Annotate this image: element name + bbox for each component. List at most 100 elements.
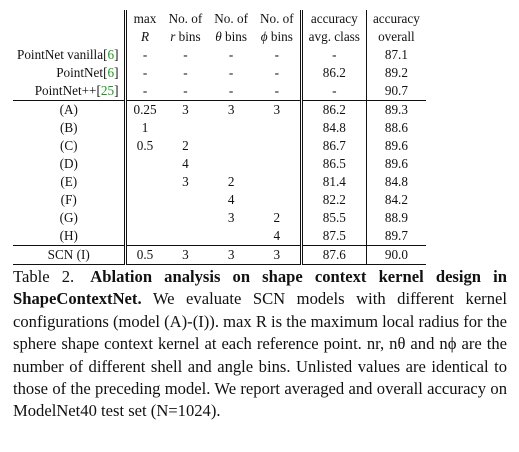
model-name-text: (H) [59,228,78,243]
cell-phi: - [253,46,303,64]
cell-r: 3 [162,245,209,265]
header-acc-overall-line1: accuracy [372,11,420,26]
cell-avg: - [301,82,367,101]
header-phi-symbol: ϕ [260,29,268,44]
cell-R: 0.5 [136,138,154,153]
model-name-text: (E) [60,174,78,189]
row-model-name: (F) [13,191,128,209]
cell-avg: 82.2 [301,191,367,209]
cell-phi [253,137,303,155]
table-caption: Table 2. Ablation analysis on shape cont… [13,266,507,423]
model-name-text: (D) [59,156,78,171]
table-row: (F) 4 82.2 84.2 [13,191,426,209]
header-row-2: R r bins θ bins ϕ bins avg. class overal… [13,28,426,46]
cell-R: - [142,83,148,98]
cell-theta: 4 [227,192,235,207]
cell-r: - [183,47,188,62]
cite-close-bracket: ] [114,65,119,80]
model-name-text: SCN (I) [47,247,90,262]
header-max-r-line1: max [133,11,157,26]
cell-avg: 84.8 [301,119,367,137]
row-model-name: PointNet[6] [13,64,128,82]
cell-theta [208,119,254,137]
cell-avg: 86.2 [301,64,367,82]
row-model-name: SCN (I) [13,245,128,265]
cell-r [163,227,209,246]
header-acc-overall-line2: overall [378,29,415,44]
cell-theta [208,227,254,246]
cell-avg: 85.5 [301,209,367,227]
header-phi-bins-line1: No. of [253,10,303,28]
cell-phi: - [253,64,303,82]
header-row-1: max No. of No. of No. of accuracy accura… [13,10,426,28]
row-model-name: (D) [13,155,128,173]
table-row: (G) 3 2 85.5 88.9 [13,209,426,227]
table-row: (D) 4 86.5 89.6 [13,155,426,173]
header-theta-bins-line1: No. of [214,11,248,26]
cell-r: - [183,83,188,98]
cell-phi: 2 [253,209,303,227]
ablation-table: max No. of No. of No. of accuracy accura… [13,10,426,265]
cell-r: 3 [182,174,189,189]
header-r-symbol: r [170,29,176,44]
cite-close-bracket: ] [114,47,119,62]
cell-phi: - [253,82,303,101]
cell-overall: 84.8 [384,174,408,189]
header-max-r-symbol: R [140,29,150,44]
table-row: (C) 0.5 2 86.7 89.6 [13,137,426,155]
cell-overall: 89.6 [384,138,408,153]
table-body: PointNet vanilla[6] - - - - -87.1 PointNet[6] -… [13,46,426,265]
row-model-name: (H) [13,227,128,246]
model-name-text: (B) [59,120,78,135]
cell-R [126,209,163,227]
row-model-name: PointNet++[25] [13,82,128,101]
table-row: (A) 0.25 3 3 3 86.2 89.3 [13,100,426,119]
cite-open-bracket: [ [103,65,108,80]
cell-overall: 89.6 [384,156,408,171]
cell-R: - [142,47,148,62]
header-acc-avg-line1: accuracy [301,10,367,28]
caption-body: We evaluate SCN models with different ke… [13,289,507,421]
row-model-name: (G) [13,209,128,227]
header-theta-symbol: θ [215,29,222,44]
cell-r [163,209,209,227]
citation-link[interactable]: 25 [100,83,115,98]
citation-link[interactable]: 6 [107,65,115,80]
cell-phi: 3 [253,100,303,119]
table-row: PointNet[6] - - - -86.2 89.2 [13,64,426,82]
table-row: PointNet++[25] - - - - -90.7 [13,82,426,101]
cell-overall: 88.6 [384,120,408,135]
cell-overall: 88.9 [384,210,408,225]
caption-title: Ablation analysis on shape context kerne… [13,267,507,309]
cell-r [163,191,209,209]
cell-phi [253,119,303,137]
header-phi-bins-line2: ϕ bins [253,28,303,46]
cell-overall: 84.2 [384,192,408,207]
cell-avg: 87.5 [301,227,367,246]
header-model-cell-2 [13,28,128,46]
row-model-name: (C) [13,137,128,155]
cell-R: 0.5 [125,245,163,265]
cell-theta: 3 [227,210,235,225]
cell-r: - [183,65,188,80]
cell-overall: 90.7 [384,83,408,98]
citation-link[interactable]: 6 [107,47,115,62]
cell-phi: 3 [253,245,303,265]
cell-R: 1 [141,120,149,135]
cell-theta: 3 [208,245,254,265]
cell-theta: - [228,65,234,80]
model-name-text: (C) [59,138,78,153]
header-r-bins-line2: r bins [170,29,201,44]
row-model-name: (B) [13,119,128,137]
cell-theta [208,137,254,155]
model-name-text: (G) [59,210,78,225]
model-name-text: (A) [59,102,78,117]
cell-r: 3 [162,100,209,119]
model-name-text: PointNet [56,65,104,80]
cell-R [126,227,163,246]
caption-label: Table 2. [13,267,75,286]
cell-phi: 4 [253,227,303,246]
cell-avg: 81.4 [301,173,367,191]
table-row: (B) 1 84.8 88.6 [13,119,426,137]
